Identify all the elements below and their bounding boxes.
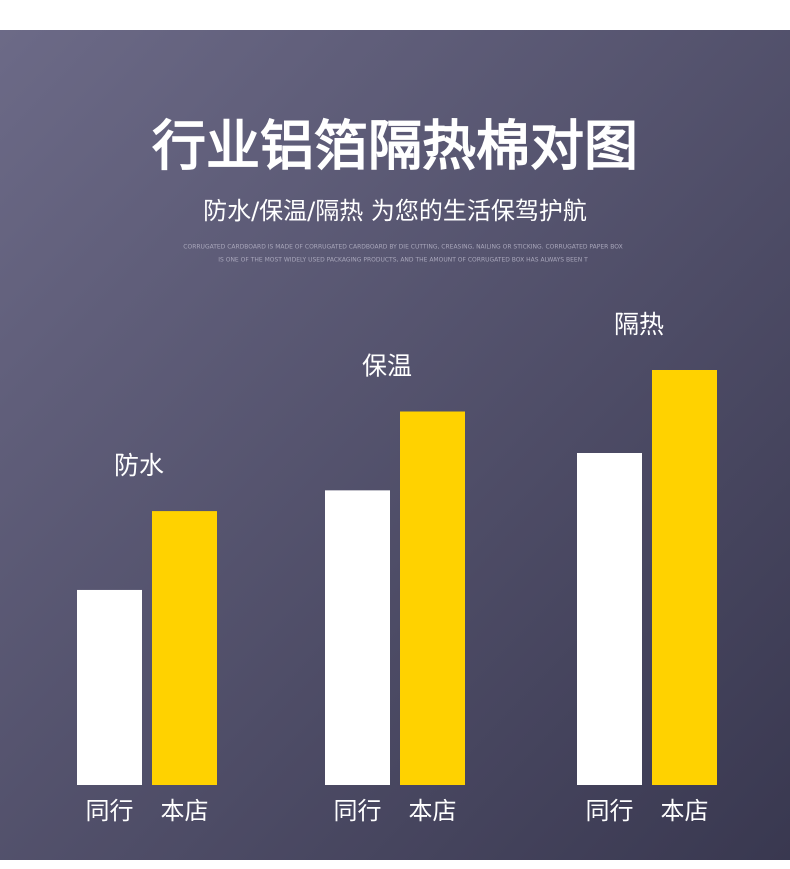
series-label: 同行 bbox=[334, 797, 382, 825]
series-label: 本店 bbox=[661, 797, 709, 825]
category-label: 保温 bbox=[362, 352, 412, 381]
description: IS ONE OF THE MOST WIDELY USED PACKAGING… bbox=[218, 257, 588, 264]
category-label: 防水 bbox=[114, 451, 164, 480]
series-label: 本店 bbox=[161, 797, 209, 825]
bar bbox=[325, 490, 390, 785]
bar bbox=[577, 453, 642, 785]
chart-subtitle: 防水/保温/隔热 为您的生活保驾护航 bbox=[203, 197, 587, 225]
bar bbox=[400, 411, 465, 785]
bar bbox=[152, 511, 217, 785]
bar bbox=[652, 370, 717, 785]
chart-title: 行业铝箔隔热棉对图 bbox=[152, 115, 638, 178]
series-label: 本店 bbox=[409, 797, 457, 825]
series-label: 同行 bbox=[86, 797, 134, 825]
bar bbox=[77, 589, 142, 785]
category-label: 隔热 bbox=[614, 310, 664, 339]
description: CORRUGATED CARDBOARD IS MADE OF CORRUGAT… bbox=[183, 244, 622, 251]
series-label: 同行 bbox=[586, 797, 634, 825]
